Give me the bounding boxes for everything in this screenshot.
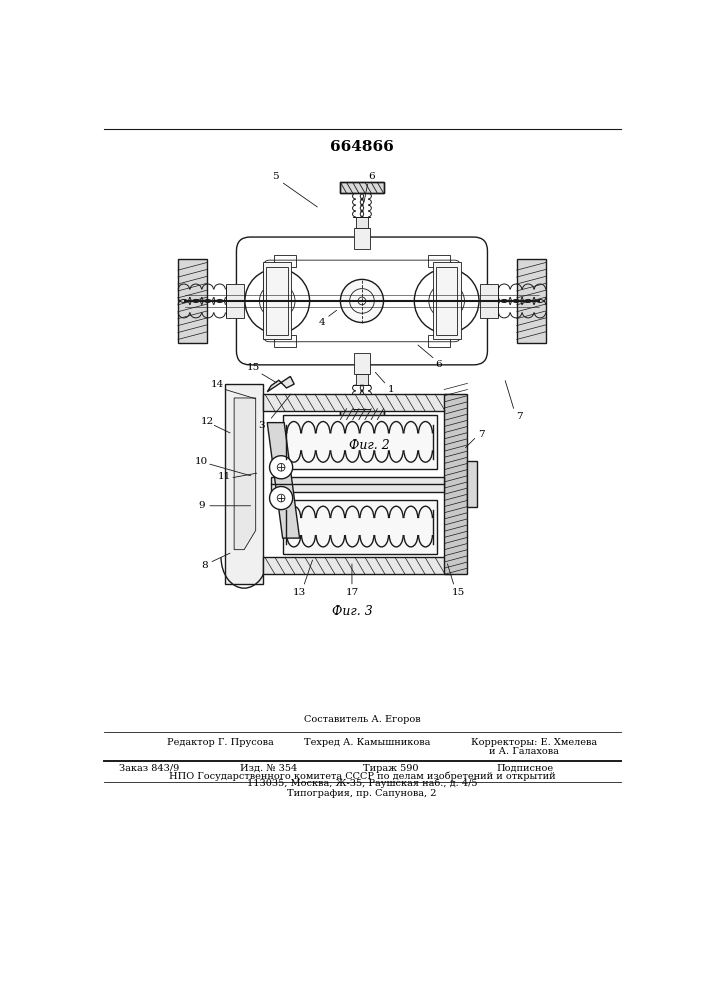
Bar <box>356 374 368 385</box>
Polygon shape <box>267 376 294 392</box>
Text: Изд. № 354: Изд. № 354 <box>240 764 298 773</box>
Text: 1: 1 <box>388 385 395 394</box>
Bar <box>178 259 207 343</box>
Text: Типография, пр. Сапунова, 2: Типография, пр. Сапунова, 2 <box>287 789 437 798</box>
Bar <box>264 557 452 574</box>
Bar <box>340 182 383 193</box>
Bar <box>433 262 460 339</box>
Text: 7: 7 <box>517 412 523 421</box>
Bar <box>340 182 383 193</box>
Text: 664866: 664866 <box>330 140 394 154</box>
Circle shape <box>269 487 293 510</box>
Bar <box>283 500 437 554</box>
Text: Техред А. Камышникова: Техред А. Камышникова <box>304 738 431 747</box>
Text: 13: 13 <box>293 588 306 597</box>
Bar <box>340 409 383 420</box>
Bar <box>444 394 467 574</box>
Bar <box>436 267 457 335</box>
Text: 5: 5 <box>272 172 279 181</box>
Polygon shape <box>225 384 264 584</box>
Bar <box>467 461 477 507</box>
Text: и А. Галахова: и А. Галахова <box>489 747 559 756</box>
Bar <box>428 255 450 267</box>
Text: Заказ 843/9: Заказ 843/9 <box>119 764 180 773</box>
Text: 14: 14 <box>211 380 224 389</box>
Text: Подписное: Подписное <box>497 764 554 773</box>
Bar <box>264 394 452 411</box>
Text: Фиг. 2: Фиг. 2 <box>349 439 390 452</box>
Bar <box>271 477 444 492</box>
Bar <box>356 217 368 228</box>
Text: 15: 15 <box>452 588 464 597</box>
Text: 10: 10 <box>195 457 209 466</box>
Bar <box>267 267 288 335</box>
Bar <box>264 262 291 339</box>
Text: НПО Государственного комитета СССР по делам изобретений и открытий: НПО Государственного комитета СССР по де… <box>169 771 555 781</box>
Circle shape <box>361 299 363 302</box>
Circle shape <box>269 456 293 479</box>
Bar <box>283 415 437 469</box>
Bar <box>428 335 450 347</box>
Bar <box>340 409 383 420</box>
Text: 4: 4 <box>319 318 325 327</box>
Text: 113035, Москва, Ж-35, Раушская наб., д. 4/5: 113035, Москва, Ж-35, Раушская наб., д. … <box>247 779 477 788</box>
Text: Составитель А. Егоров: Составитель А. Егоров <box>303 715 420 724</box>
Text: 6: 6 <box>436 360 443 369</box>
Text: 7: 7 <box>478 430 484 439</box>
Bar <box>517 259 546 343</box>
Text: 11: 11 <box>218 472 231 481</box>
Circle shape <box>340 279 383 323</box>
Bar <box>354 353 370 374</box>
Bar <box>480 284 498 318</box>
Polygon shape <box>267 423 300 538</box>
Text: 15: 15 <box>247 363 260 372</box>
Text: 6: 6 <box>368 172 375 181</box>
Text: Фиг. 3: Фиг. 3 <box>332 605 373 618</box>
Bar <box>274 335 296 347</box>
Text: 12: 12 <box>201 417 214 426</box>
Text: 9: 9 <box>199 501 205 510</box>
Polygon shape <box>234 398 256 550</box>
Bar <box>226 284 244 318</box>
Text: 17: 17 <box>345 588 358 597</box>
Text: Редактор Г. Прусова: Редактор Г. Прусова <box>167 738 274 747</box>
Text: 8: 8 <box>201 561 207 570</box>
Text: Корректоры: Е. Хмелева: Корректоры: Е. Хмелева <box>472 738 597 747</box>
Text: Тираж 590: Тираж 590 <box>363 764 419 773</box>
Bar <box>354 228 370 249</box>
Bar <box>274 255 296 267</box>
Text: 3: 3 <box>259 421 265 430</box>
